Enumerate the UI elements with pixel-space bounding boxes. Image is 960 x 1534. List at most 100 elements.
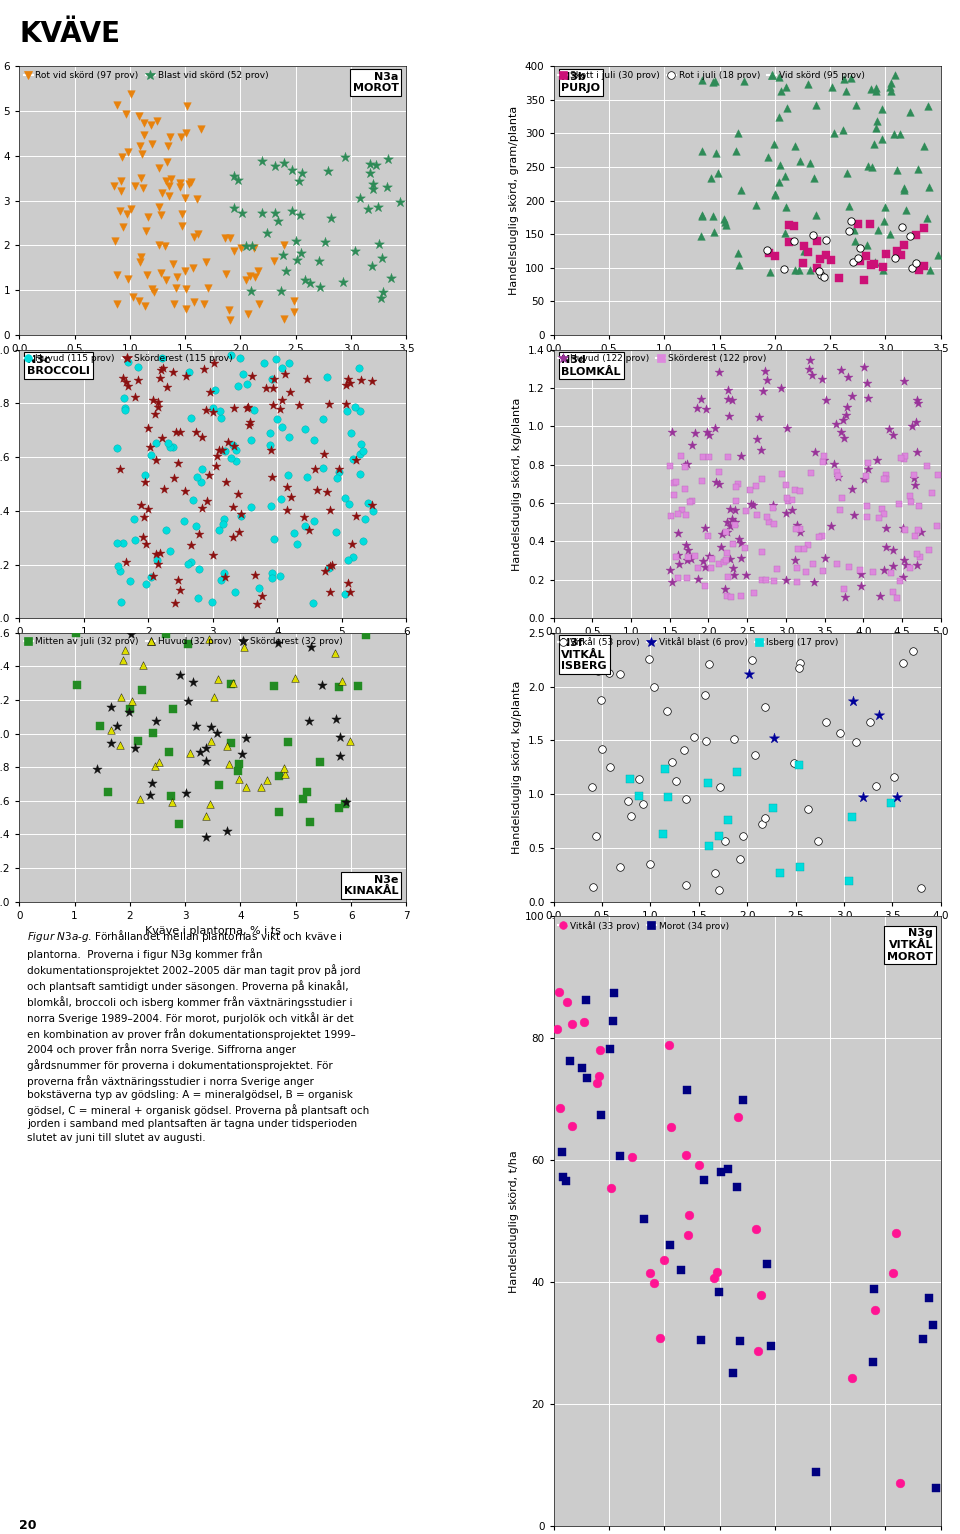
Point bbox=[178, 781, 193, 805]
Point bbox=[703, 555, 718, 580]
Point bbox=[902, 100, 918, 124]
Point bbox=[862, 212, 877, 236]
Point bbox=[286, 301, 301, 325]
Point bbox=[150, 109, 165, 133]
Point bbox=[733, 531, 749, 555]
Point bbox=[917, 133, 932, 158]
Point bbox=[140, 416, 156, 440]
Text: N3e
KINAKÅL: N3e KINAKÅL bbox=[345, 874, 398, 896]
Point bbox=[174, 215, 189, 239]
Point bbox=[254, 583, 270, 607]
Point bbox=[115, 531, 131, 555]
Point bbox=[393, 189, 408, 213]
Point bbox=[912, 258, 927, 282]
Point bbox=[792, 479, 807, 503]
Point bbox=[844, 804, 859, 828]
Point bbox=[840, 365, 855, 390]
Point bbox=[347, 396, 362, 420]
Point bbox=[846, 218, 861, 242]
Point bbox=[315, 673, 330, 698]
Point bbox=[165, 434, 180, 459]
Point bbox=[219, 262, 234, 287]
Point bbox=[780, 485, 795, 509]
Point bbox=[217, 225, 232, 250]
Point bbox=[736, 69, 752, 94]
Point bbox=[202, 626, 217, 650]
Point bbox=[622, 767, 637, 792]
Text: $\it{Figur\ N3a\text{-}g}$. Förhållandet mellan plantornas vikt och kväve i
plan: $\it{Figur\ N3a\text{-}g}$. Förhållandet… bbox=[27, 928, 370, 1143]
Point bbox=[809, 256, 825, 281]
Point bbox=[228, 580, 243, 604]
Point bbox=[267, 367, 282, 391]
Point bbox=[163, 784, 179, 808]
Point bbox=[183, 532, 199, 557]
Point bbox=[319, 365, 334, 390]
Point bbox=[806, 166, 822, 190]
Point bbox=[240, 396, 255, 420]
Point bbox=[921, 94, 936, 118]
Point bbox=[272, 397, 287, 422]
Point bbox=[275, 244, 290, 268]
Point bbox=[679, 532, 694, 557]
Point bbox=[869, 115, 884, 140]
Point bbox=[218, 439, 233, 463]
Point bbox=[152, 156, 167, 181]
Point bbox=[193, 469, 208, 494]
Point bbox=[272, 799, 287, 824]
Point bbox=[281, 350, 297, 374]
Point bbox=[673, 1258, 688, 1282]
Point bbox=[663, 505, 679, 529]
Point bbox=[772, 153, 787, 178]
Point bbox=[317, 230, 332, 255]
Point bbox=[876, 258, 891, 282]
Point bbox=[817, 448, 832, 472]
Point bbox=[113, 169, 129, 193]
Point bbox=[824, 249, 839, 273]
Point bbox=[109, 94, 125, 118]
Point bbox=[643, 853, 659, 877]
Point bbox=[140, 497, 156, 522]
Point bbox=[253, 775, 269, 799]
Point bbox=[833, 420, 849, 445]
Point bbox=[749, 426, 764, 451]
Point bbox=[300, 465, 315, 489]
Point bbox=[365, 492, 380, 517]
Point bbox=[144, 112, 159, 137]
Point bbox=[179, 94, 194, 118]
Point bbox=[885, 554, 900, 578]
Point bbox=[713, 1160, 729, 1184]
Point bbox=[705, 69, 720, 94]
Point bbox=[620, 788, 636, 813]
Point bbox=[804, 552, 820, 577]
Point bbox=[242, 264, 257, 288]
Point bbox=[823, 514, 838, 538]
Point bbox=[274, 278, 289, 302]
Point bbox=[911, 391, 926, 416]
Point bbox=[312, 249, 327, 273]
Point bbox=[718, 548, 733, 572]
Point bbox=[910, 156, 925, 181]
Point bbox=[248, 264, 263, 288]
Point bbox=[761, 241, 777, 265]
Point bbox=[264, 367, 279, 391]
Point bbox=[270, 407, 285, 431]
Point bbox=[723, 497, 738, 522]
Point bbox=[589, 1071, 605, 1095]
Point bbox=[226, 239, 241, 264]
Point bbox=[352, 462, 368, 486]
Point bbox=[148, 755, 163, 779]
Point bbox=[592, 1037, 608, 1062]
Point bbox=[916, 216, 931, 241]
Point bbox=[341, 367, 356, 391]
Point bbox=[779, 195, 794, 219]
Point bbox=[896, 176, 911, 201]
Point bbox=[657, 1249, 672, 1273]
Point bbox=[894, 215, 909, 239]
Point bbox=[128, 385, 143, 410]
Point bbox=[695, 138, 710, 163]
Point bbox=[273, 486, 288, 511]
Point bbox=[723, 584, 738, 609]
Point bbox=[364, 255, 379, 279]
Point bbox=[271, 209, 286, 233]
Point bbox=[355, 529, 371, 554]
